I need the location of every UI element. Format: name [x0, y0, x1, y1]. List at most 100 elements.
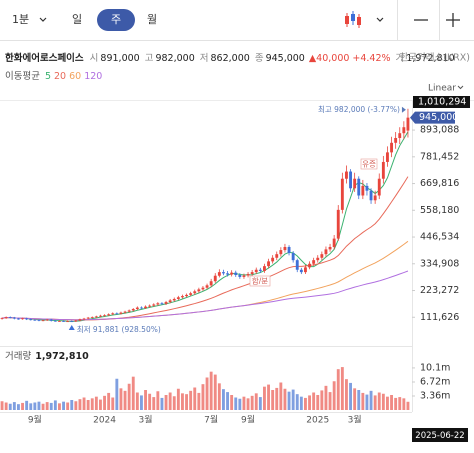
interval-button[interactable]: 일: [72, 12, 82, 26]
candle-body: [226, 273, 229, 275]
volume-bar: [197, 392, 201, 410]
quote-value: 862,000: [211, 53, 250, 64]
volume-bar: [275, 387, 279, 410]
scale-mode-chevron[interactable]: [457, 85, 464, 90]
candle-body: [25, 318, 29, 320]
x-tick-label: 3월: [348, 414, 362, 426]
candle-body: [123, 311, 127, 313]
quote-label: 시: [90, 53, 99, 64]
volume-bar: [12, 402, 16, 410]
exchange: 한국거래소(KRX): [400, 53, 470, 64]
quote-line: 한화에어로스페이스 시 891,000 고 982,000 저 862,000 종 945,00…: [5, 52, 455, 64]
candle-body: [373, 195, 377, 201]
candle-body: [172, 298, 176, 301]
moving-average-line: [1, 176, 409, 321]
candle-body: [267, 261, 270, 267]
volume-bar: [312, 392, 316, 410]
volume-bar: [386, 396, 389, 410]
candle-body: [160, 303, 164, 305]
volume-bar: [295, 394, 299, 410]
volume-bar: [263, 386, 266, 410]
candle-body: [217, 272, 221, 276]
candle-body: [295, 260, 299, 270]
candle-body: [152, 304, 156, 306]
quote-value: 1,972,810: [406, 53, 454, 64]
y2-tick-label: 6.72m: [420, 377, 450, 388]
event-badge: [249, 275, 271, 287]
volume-bar: [373, 395, 377, 410]
candle-body: [119, 312, 123, 314]
last-price-tag: [410, 111, 455, 124]
candle-body: [197, 289, 201, 292]
volume-bar: [222, 389, 225, 410]
candle-body: [377, 178, 381, 196]
volume-bar: [369, 390, 373, 410]
volume-bar: [234, 397, 238, 410]
candle-body: [275, 254, 279, 258]
volume-bar: [328, 392, 332, 410]
candle-body: [37, 320, 41, 321]
volume-bar: [377, 392, 381, 410]
candle-body: [176, 297, 180, 299]
candle-body: [17, 318, 20, 320]
x-tick-label: 7월: [204, 414, 218, 426]
volume-bar: [250, 395, 254, 410]
candle-body: [263, 266, 266, 271]
volume-bar: [340, 367, 344, 410]
cursor-price-tag: [413, 96, 470, 108]
zoom-in-button[interactable]: [446, 13, 460, 27]
volume-bar: [78, 399, 82, 410]
candle-body: [369, 190, 373, 201]
volume-bar: [148, 393, 152, 410]
candle-body: [193, 291, 197, 294]
volume-bar: [164, 395, 168, 410]
ma-period: 60: [69, 71, 81, 82]
volume-bar: [41, 403, 45, 410]
chart-type-chevron[interactable]: [376, 17, 384, 22]
quote-label: 거: [396, 53, 405, 64]
volume-bar: [86, 400, 90, 410]
ma-period: 20: [54, 71, 66, 82]
candle-body: [201, 287, 205, 290]
volume-bar: [299, 396, 303, 410]
volume-bar: [390, 395, 393, 410]
candle-body: [4, 317, 8, 319]
candle-body: [213, 275, 217, 282]
volume-title: 거래량: [5, 350, 31, 362]
volume-bar: [271, 390, 275, 410]
candle-body: [345, 171, 348, 179]
candle-body: [390, 142, 393, 153]
volume-bar: [8, 403, 12, 410]
candle-body: [111, 313, 115, 315]
ma-title: 이동평균: [5, 71, 40, 82]
volume-bar: [185, 394, 188, 410]
candle-body: [250, 272, 254, 275]
x-tick-label: 2024: [93, 416, 116, 426]
active-interval-pill: [97, 9, 135, 31]
quote-label: 종: [255, 53, 264, 64]
candle-body: [336, 209, 340, 239]
y-tick-label: 893,088: [420, 125, 459, 136]
candle-body: [406, 117, 410, 131]
volume-bar: [127, 383, 131, 410]
interval-button[interactable]: 주: [111, 13, 121, 26]
chart-type-icon[interactable]: [345, 11, 361, 28]
x-tick-label: 3월: [139, 414, 153, 426]
volume-bar: [213, 374, 217, 410]
interval-button[interactable]: 월: [147, 13, 157, 26]
volume-bar: [135, 392, 139, 410]
interval-chevron[interactable]: [39, 17, 47, 22]
volume-bar: [37, 401, 41, 410]
volume-bar: [402, 398, 406, 410]
candle-body: [127, 310, 131, 312]
volume-bar: [111, 397, 115, 410]
volume-bar: [267, 384, 270, 410]
interval-button[interactable]: 1분: [12, 13, 29, 26]
low-annotation: 최저 91,881 (928.50%): [77, 324, 161, 334]
high-annotation: 최고 982,000 (-3.77%): [318, 104, 400, 114]
volume-bar: [140, 395, 143, 410]
scale-mode[interactable]: Linear: [428, 84, 456, 94]
volume-bar: [357, 390, 361, 410]
volume-bar: [25, 400, 29, 410]
